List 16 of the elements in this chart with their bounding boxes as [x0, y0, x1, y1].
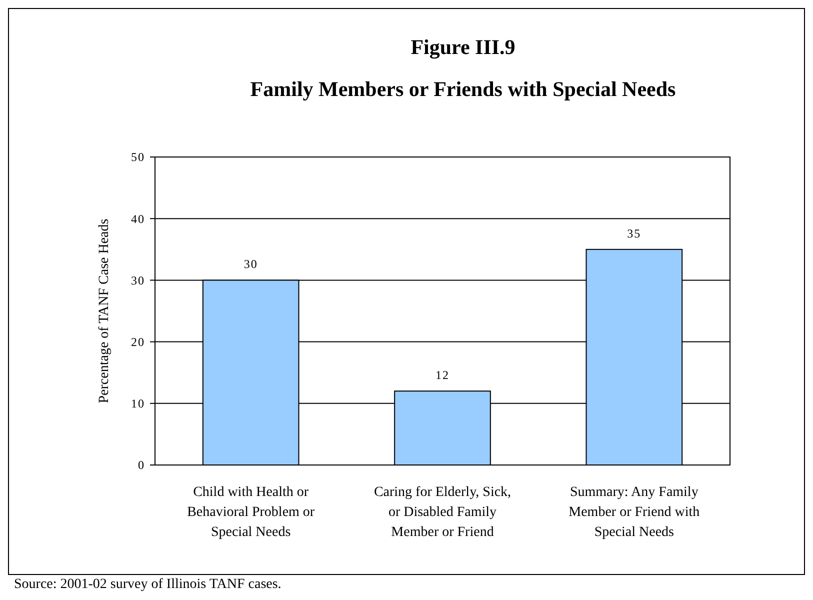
y-tick-label: 50: [131, 150, 145, 164]
x-tick-label: Child with Health or Behavioral Problem or Special Needs: [187, 485, 315, 540]
y-tick-label: 20: [131, 335, 145, 349]
data-label: 30: [244, 257, 258, 272]
x-tick-label: Summary: Any Family Member or Friend with Special Needs: [568, 485, 700, 540]
chart-title: Figure III.9: [410, 35, 516, 59]
y-tick-label: 40: [131, 212, 145, 226]
y-axis-title: Percentage of TANF Case Heads: [97, 218, 112, 404]
y-tick-label: 10: [131, 396, 145, 411]
chart-subtitle: Family Members or Friends with Special Needs: [250, 77, 676, 101]
x-tick-label: Caring for Elderly, Sick, or Disabled Family Member or Friend: [374, 485, 512, 540]
data-label: 35: [627, 226, 642, 240]
data-label: 12: [436, 368, 450, 382]
source-note: Source: 2001-02 survey of Illinois TANF cases.: [14, 577, 282, 592]
y-tick-label: 0: [138, 458, 145, 472]
y-tick-label: 30: [131, 273, 145, 288]
